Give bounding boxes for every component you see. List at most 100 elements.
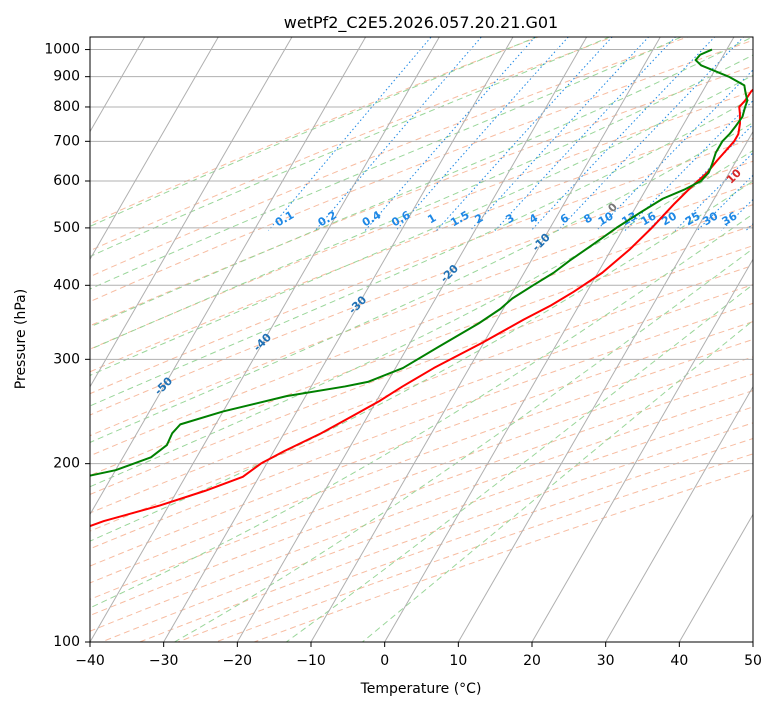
mixing-ratio-line (436, 37, 613, 231)
isotherm-line (457, 130, 753, 642)
mixing-ratio-line (530, 37, 716, 231)
y-axis: 1000 900 800 700 600 500 400 300 200 100 (44, 42, 90, 650)
plot-area: -100-90-80-70-60-50-40-30-20-100.10.20.4… (0, 25, 775, 669)
x-tick-label: 20 (523, 653, 541, 669)
dry-adiabat-line (90, 356, 753, 600)
y-tick-label: 900 (53, 69, 80, 85)
y-tick-label: 300 (53, 351, 80, 367)
dry-adiabats (90, 37, 753, 642)
moist-adiabat-line (90, 150, 753, 488)
mixing-ratio-label: 25 (683, 209, 703, 228)
pressure-gridlines (90, 49, 753, 642)
dry-adiabat-line (90, 90, 753, 350)
mixing-ratio-label: 36 (720, 209, 740, 228)
dry-adiabat-line (90, 182, 753, 437)
dry-adiabat-line (138, 422, 753, 642)
y-tick-label: 700 (53, 133, 80, 149)
dry-adiabat-line (176, 437, 753, 642)
isotherm-line (90, 37, 367, 516)
dry-adiabat-line (90, 65, 753, 327)
series-temperature-line (90, 88, 753, 528)
mixing-ratio-line (674, 152, 753, 231)
y-axis-title: Pressure (hPa) (13, 289, 29, 389)
moist-adiabat-line (361, 319, 753, 642)
isotherm-label: -30 (346, 293, 369, 316)
isotherm-line (0, 25, 78, 669)
y-tick-label: 200 (53, 456, 80, 472)
moist-adiabat-line (285, 283, 753, 642)
dry-adiabat-line (90, 284, 753, 532)
y-tick-label: 1000 (44, 42, 80, 58)
chart-title: wetPf2_C2E5.2026.057.20.21.G01 (284, 13, 558, 33)
x-tick-label: −10 (296, 653, 326, 669)
dry-adiabat-line (90, 39, 753, 303)
isotherm-line (90, 37, 440, 642)
moist-adiabat-label: 10 (724, 166, 744, 186)
mixing-ratio-label: 0.1 (273, 208, 296, 229)
mixing-ratio-line (494, 37, 677, 231)
y-tick-label: 400 (53, 277, 80, 293)
isotherm-label: -10 (530, 231, 553, 254)
mixing-ratio-label: 20 (659, 209, 679, 228)
mixing-ratio-label: 0.6 (389, 208, 413, 229)
isotherm-line (90, 37, 219, 261)
x-axis: −40 −30 −20 −10 0 10 20 30 40 50 (75, 642, 762, 669)
isotherm-line (531, 258, 753, 642)
dry-adiabat-line (90, 37, 615, 252)
moist-adiabat-line (90, 37, 753, 328)
moist-adiabat-line (90, 54, 753, 351)
isotherms (0, 25, 753, 669)
isotherm-line (678, 513, 753, 642)
isotherm-line (0, 25, 4, 669)
dry-adiabat-line (90, 160, 753, 416)
y-tick-label: 600 (53, 173, 80, 189)
mixing-ratio-label: 4 (527, 211, 540, 226)
mixing-ratio-line (647, 123, 753, 231)
mixing-ratio-line (314, 37, 483, 231)
isotherm-line (236, 37, 588, 642)
x-tick-label: −30 (149, 653, 179, 669)
y-tick-label: 800 (53, 99, 80, 115)
x-tick-label: 50 (744, 653, 762, 669)
x-axis-title: Temperature (°C) (360, 681, 482, 697)
y-tick-label: 500 (53, 220, 80, 236)
mixing-ratio-label: 2 (473, 211, 486, 226)
dry-adiabat-line (90, 321, 753, 567)
mixing-ratio-line (596, 69, 753, 231)
mixing-ratio-label: 1.5 (448, 208, 471, 229)
moist-adiabat-line (90, 37, 683, 290)
dry-adiabat-line (90, 37, 689, 278)
moist-adiabat-line (173, 248, 753, 642)
isotherm-line (752, 641, 753, 642)
mixing-ratio-line (745, 223, 753, 231)
dry-adiabat-line (90, 338, 753, 584)
isotherm-line (310, 37, 661, 642)
mixing-ratio-label: 30 (701, 209, 721, 228)
x-tick-label: 10 (449, 653, 467, 669)
plot-frame (89, 36, 754, 643)
mixing-ratio-label: 1 (425, 211, 438, 226)
mixing-ratio-line (721, 198, 753, 231)
x-tick-label: −20 (223, 653, 253, 669)
y-tick-label: 100 (53, 634, 80, 650)
moist-adiabat-line (90, 180, 753, 542)
isotherm-label: -20 (438, 262, 461, 285)
isotherm-line (163, 37, 514, 642)
mixing-ratio-line (767, 25, 775, 230)
moist-adiabat-line (90, 37, 538, 227)
series-dewpoint-line (90, 48, 749, 477)
x-tick-label: 0 (380, 653, 389, 669)
profile-series (90, 48, 753, 528)
dry-adiabat-line (252, 468, 753, 642)
isotherm-line (605, 385, 753, 642)
x-tick-label: −40 (75, 653, 105, 669)
mixing-ratio-line (469, 37, 650, 231)
dry-adiabat-line (90, 390, 753, 632)
isotherm-line (384, 37, 735, 642)
isotherm-line (90, 37, 293, 388)
dry-adiabat-line (90, 264, 753, 514)
moist-adiabat-line (90, 122, 753, 443)
isotherm-label: -40 (251, 331, 274, 354)
mixing-ratio-line (395, 37, 569, 231)
